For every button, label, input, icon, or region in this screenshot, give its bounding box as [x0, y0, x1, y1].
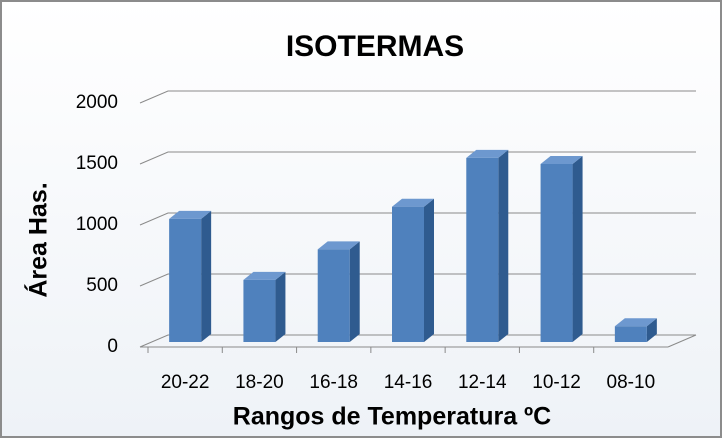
bar-top — [614, 318, 657, 327]
x-tick-label: 14-16 — [384, 372, 433, 393]
bar-top — [466, 149, 509, 158]
x-axis-label: Rangos de Temperatura ºC — [233, 403, 551, 431]
bar-top — [317, 241, 360, 250]
y-tick-label: 1000 — [76, 214, 118, 235]
x-tick-label: 08-10 — [607, 372, 656, 393]
bar-top — [392, 198, 434, 207]
y-tick-label: 500 — [86, 275, 118, 296]
x-tick-label: 12-14 — [458, 372, 507, 393]
bar — [169, 218, 202, 342]
bar — [317, 249, 350, 342]
x-tick-label: 10-12 — [532, 372, 581, 393]
x-tick-label: 16-18 — [309, 372, 358, 393]
y-tick-label: 2000 — [76, 92, 118, 113]
chart-title: ISOTERMAS — [286, 30, 464, 63]
bar — [540, 164, 573, 342]
bar-side — [572, 156, 583, 342]
bar-side — [349, 241, 360, 342]
bar-top — [169, 210, 212, 219]
y-tick-label: 0 — [107, 336, 118, 357]
bar — [392, 206, 424, 342]
bar — [614, 326, 647, 342]
bar-side — [646, 318, 657, 342]
bar-side — [275, 271, 286, 342]
bar — [466, 157, 499, 342]
bar-side — [498, 149, 509, 342]
y-axis-label: Área Has. — [24, 182, 53, 297]
bar-top — [540, 156, 583, 164]
grid-line — [139, 212, 696, 226]
bar-top — [243, 271, 286, 280]
y-tick-label: 1500 — [76, 153, 118, 174]
x-tick-label: 20-22 — [161, 372, 210, 393]
x-tick-label: 18-20 — [235, 372, 284, 393]
bar-side — [424, 198, 434, 342]
grid-line — [139, 151, 696, 165]
floor-line — [667, 334, 697, 348]
grid-line — [139, 273, 696, 287]
bar-side — [201, 210, 212, 342]
bar — [243, 279, 276, 342]
grid-line — [139, 90, 696, 104]
grid-line — [139, 334, 696, 348]
